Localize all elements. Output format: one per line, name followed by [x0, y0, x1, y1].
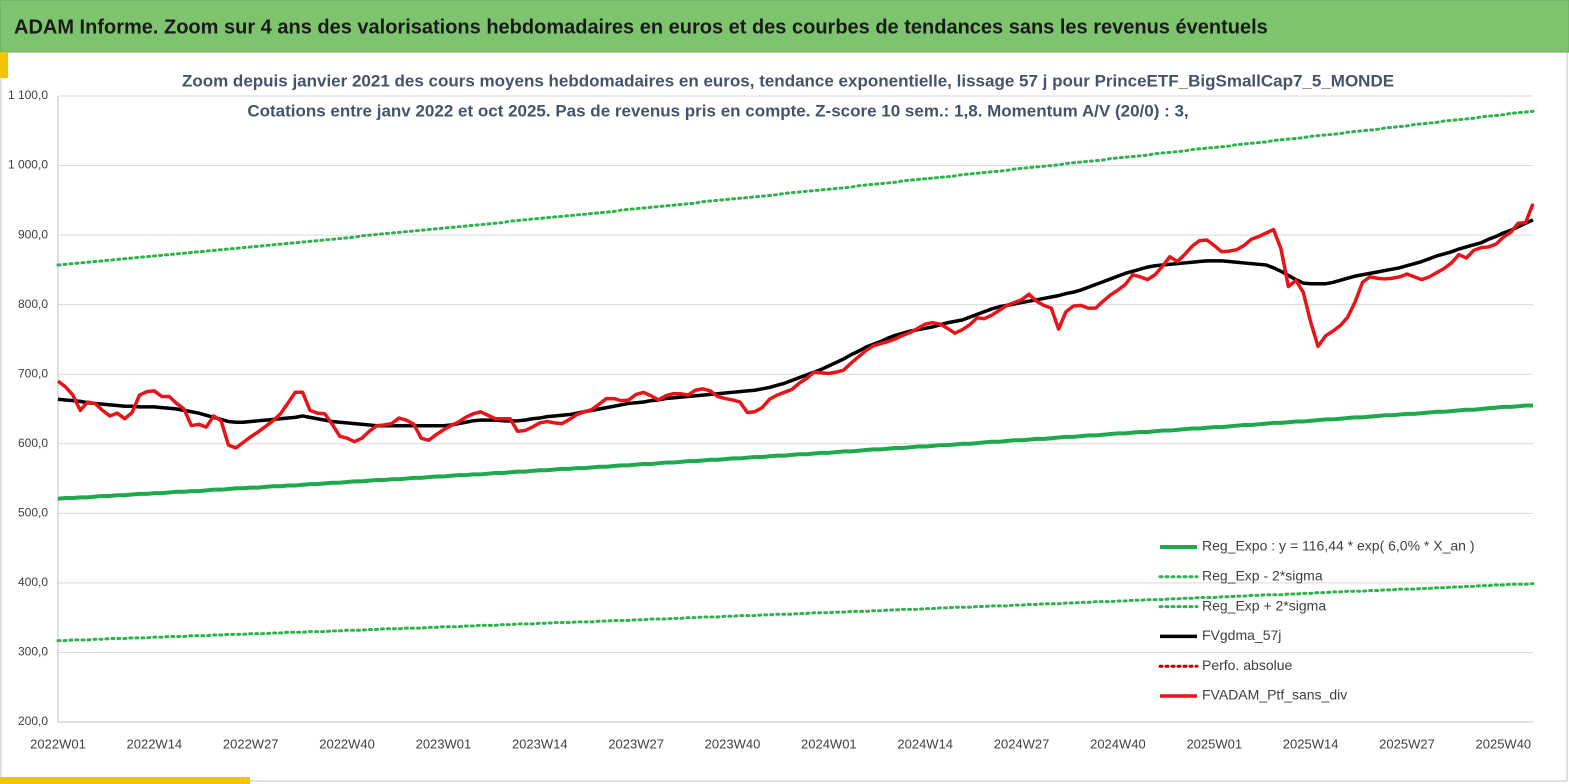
x-tick-label: 2022W40	[319, 736, 375, 751]
legend: Reg_Expo : y = 116,44 * exp( 6,0% * X_an…	[1158, 538, 1475, 703]
y-tick-label: 1 100,0	[8, 88, 48, 102]
plot	[56, 109, 1535, 643]
legend-label: Reg_Expo : y = 116,44 * exp( 6,0% * X_an…	[1202, 538, 1475, 554]
y-tick-label: 200,0	[18, 714, 48, 728]
y-tick-label: 400,0	[18, 575, 48, 589]
subtitle: Zoom depuis janvier 2021 des cours moyen…	[182, 71, 1394, 90]
x-tick-label: 2025W14	[1283, 736, 1339, 751]
y-tick-label: 900,0	[18, 227, 48, 241]
series-line	[56, 582, 1535, 643]
x-tick-label: 2022W14	[127, 736, 183, 751]
x-tick-label: 2025W01	[1186, 736, 1242, 751]
y-tick-label: 300,0	[18, 645, 48, 659]
x-tick-label: 2022W01	[30, 736, 86, 751]
x-tick-label: 2025W27	[1379, 736, 1435, 751]
legend-label: FVADAM_Ptf_sans_div	[1202, 687, 1347, 703]
x-tick-label: 2023W01	[416, 736, 472, 751]
legend-label: Reg_Exp - 2*sigma	[1202, 568, 1323, 584]
subtitle: Cotations entre janv 2022 et oct 2025. P…	[247, 101, 1188, 120]
accent	[0, 777, 250, 784]
accent	[0, 52, 8, 78]
legend-label: Perfo. absolue	[1202, 657, 1292, 673]
legend-label: FVgdma_57j	[1202, 627, 1281, 643]
grid: 200,0 300,0 400,0 500,0 600,0 700,0 800,0 900,0…	[8, 88, 1533, 751]
y-tick-label: 500,0	[18, 506, 48, 520]
header-title: ADAM Informe. Zoom sur 4 ans des valoris…	[14, 16, 1268, 38]
x-tick-label: 2023W14	[512, 736, 568, 751]
x-tick-label: 2024W40	[1090, 736, 1146, 751]
x-tick-label: 2023W27	[608, 736, 664, 751]
y-tick-label: 1 000,0	[8, 158, 48, 172]
y-tick-label: 600,0	[18, 436, 48, 450]
x-tick-label: 2022W27	[223, 736, 279, 751]
x-tick-label: 2024W14	[897, 736, 953, 751]
x-tick-label: 2023W40	[705, 736, 761, 751]
x-tick-label: 2025W40	[1476, 736, 1532, 751]
series-line	[56, 109, 1535, 267]
series-line	[57, 403, 1533, 501]
header-band	[0, 0, 1569, 53]
legend-label: Reg_Exp + 2*sigma	[1202, 597, 1326, 613]
series-line	[56, 203, 1535, 450]
y-tick-label: 800,0	[18, 297, 48, 311]
x-tick-label: 2024W27	[994, 736, 1050, 751]
y-tick-label: 700,0	[18, 366, 48, 380]
x-tick-label: 2024W01	[801, 736, 857, 751]
